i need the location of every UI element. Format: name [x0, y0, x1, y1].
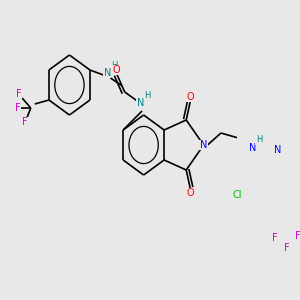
Text: O: O [113, 65, 121, 75]
Text: N: N [274, 145, 281, 155]
Text: N: N [137, 98, 144, 108]
Text: H: H [256, 136, 262, 145]
Text: N: N [249, 143, 256, 153]
Text: O: O [186, 188, 194, 198]
Text: H: H [111, 61, 118, 70]
Text: Cl: Cl [232, 190, 242, 200]
Text: O: O [186, 92, 194, 102]
Text: F: F [16, 89, 22, 99]
Text: H: H [144, 92, 151, 100]
Text: F: F [15, 103, 20, 113]
Text: F: F [22, 117, 28, 127]
Text: F: F [272, 233, 278, 243]
Text: F: F [296, 231, 300, 241]
Text: N: N [200, 140, 207, 150]
Text: N: N [103, 68, 111, 78]
Text: F: F [284, 243, 290, 253]
